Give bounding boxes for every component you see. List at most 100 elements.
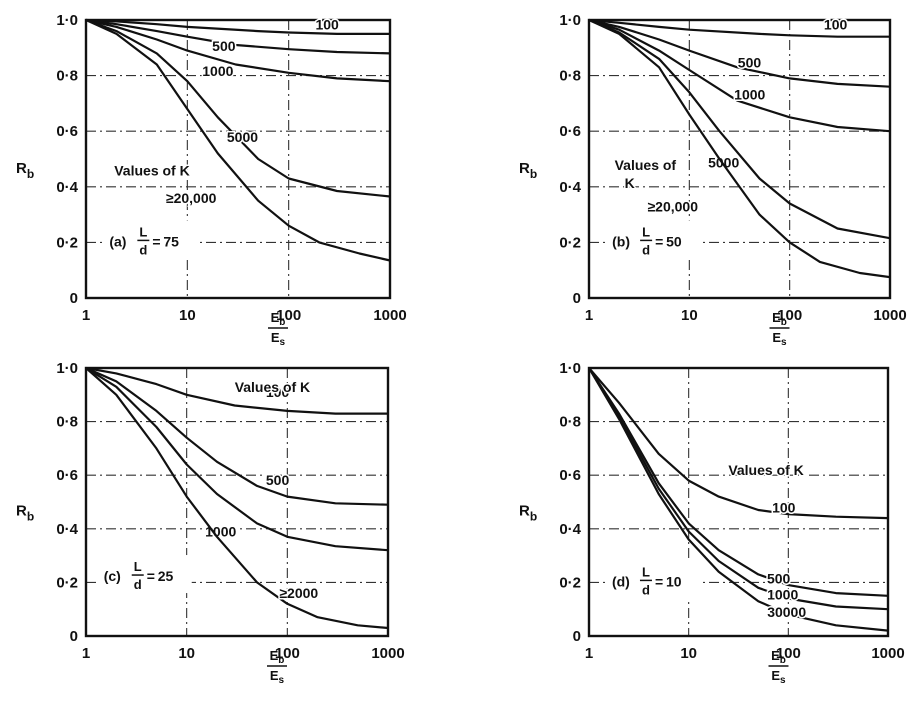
- y-axis-label: Rb: [519, 502, 537, 523]
- curve-label: ≥20,000: [166, 190, 217, 206]
- ratio-value: 10: [666, 573, 682, 589]
- y-tick-label: 0: [70, 290, 78, 307]
- svg-text:Eb: Eb: [771, 648, 786, 666]
- curve-label: 30000: [767, 604, 806, 620]
- y-tick-label: 0: [573, 290, 581, 307]
- curve-label: 1000: [205, 523, 236, 539]
- svg-text:d: d: [139, 242, 147, 257]
- series-line-≥20,000: [85, 18, 391, 262]
- x-axis-label: Eb Es: [267, 648, 287, 686]
- svg-text:L: L: [642, 564, 650, 579]
- curve-label: ≥2000: [279, 585, 318, 601]
- curve-label: 100: [772, 499, 796, 515]
- svg-text:L: L: [642, 224, 650, 239]
- svg-text:=: =: [147, 568, 155, 584]
- y-tick-label: 0·4: [559, 179, 581, 196]
- svg-text:Es: Es: [270, 668, 285, 686]
- curve-label: 500: [738, 54, 762, 70]
- svg-text:d: d: [642, 582, 650, 597]
- curve-label: 500: [767, 570, 791, 586]
- svg-text:(b): (b): [612, 233, 630, 249]
- panel-caption: (c) Ld = 25: [99, 555, 192, 594]
- plot-frame: [587, 366, 890, 638]
- svg-text:(c): (c): [104, 568, 121, 584]
- svg-text:L: L: [134, 559, 142, 574]
- chart-panel-3: 0 0·2 0·4 0·6 0·8 1·0 1 10 100 1000 Rb Eb Es 100 500 10…: [16, 360, 405, 686]
- svg-text:=: =: [655, 573, 663, 589]
- x-tick-label: 10: [179, 307, 196, 324]
- series-line-1000: [588, 367, 889, 611]
- x-tick-label: 1000: [873, 307, 906, 324]
- y-axis-label: Rb: [519, 160, 537, 181]
- svg-text:=: =: [655, 233, 663, 249]
- panel-caption: (d) Ld = 10: [607, 560, 700, 599]
- panel-caption: (b) Ld = 50: [608, 220, 701, 259]
- curve-label: 100: [266, 384, 290, 400]
- x-tick-label: 1: [82, 307, 90, 324]
- y-tick-label: 0·8: [559, 414, 581, 431]
- curve-label: 100: [824, 16, 848, 32]
- series-line-100: [588, 367, 889, 520]
- chart-panel-1: 0 0·2 0·4 0·6 0·8 1·0 1 10 100 1000 Rb Eb Es 100 500 10…: [16, 12, 407, 348]
- y-axis-label: Rb: [16, 160, 34, 181]
- x-tick-label: 1000: [871, 645, 904, 662]
- y-tick-label: 0·2: [56, 574, 78, 591]
- curve-label: 1000: [202, 63, 233, 79]
- svg-text:Es: Es: [772, 330, 787, 348]
- legend-title: Values of K: [114, 163, 189, 179]
- series-line-500: [85, 18, 391, 55]
- svg-text:L: L: [139, 224, 147, 239]
- x-tick-label: 10: [681, 307, 698, 324]
- plot-frame: [587, 18, 892, 300]
- x-tick-label: 1000: [371, 645, 404, 662]
- y-tick-label: 0·6: [56, 123, 78, 140]
- y-tick-label: 1·0: [56, 360, 78, 377]
- series-line-100: [588, 18, 890, 38]
- y-tick-label: 1·0: [56, 12, 78, 29]
- legend-title: Values of K: [235, 379, 310, 395]
- x-tick-label: 10: [178, 645, 195, 662]
- series-line-≥2000: [85, 367, 389, 630]
- x-tick-label: 1: [82, 645, 90, 662]
- svg-text:(a): (a): [109, 233, 126, 249]
- svg-text:Es: Es: [271, 330, 286, 348]
- y-tick-label: 0·2: [559, 574, 581, 591]
- series-line-1000: [85, 18, 391, 83]
- ratio-value: 50: [666, 233, 682, 249]
- legend-title: Values of: [615, 157, 677, 173]
- x-tick-label: 100: [777, 307, 802, 324]
- svg-text:Eb: Eb: [772, 310, 787, 328]
- legend-title-line2: K: [625, 175, 635, 191]
- x-tick-label: 100: [275, 645, 300, 662]
- series-line-500: [588, 18, 891, 88]
- y-tick-label: 0·6: [56, 467, 78, 484]
- ratio-value: 75: [163, 233, 179, 249]
- ratio-value: 25: [158, 568, 174, 584]
- svg-text:=: =: [152, 233, 160, 249]
- plot-frame: [84, 18, 392, 300]
- curve-label: ≥20,000: [647, 198, 698, 214]
- curve-label: 100: [315, 16, 339, 32]
- series-line-100: [85, 18, 390, 35]
- y-tick-label: 0·8: [559, 68, 581, 85]
- x-tick-label: 100: [276, 307, 301, 324]
- panel-caption: (a) Ld = 75: [105, 220, 198, 259]
- x-tick-label: 1: [585, 307, 593, 324]
- curve-label: 500: [266, 472, 290, 488]
- y-tick-label: 0·4: [56, 521, 78, 538]
- series-line-500: [588, 367, 889, 597]
- y-tick-label: 1·0: [559, 360, 581, 377]
- y-tick-label: 0·2: [559, 234, 581, 251]
- svg-text:(d): (d): [612, 573, 630, 589]
- curve-label: 1000: [734, 87, 765, 103]
- series-line-100: [85, 366, 388, 415]
- x-tick-label: 1000: [373, 307, 406, 324]
- series-line-1000: [85, 367, 389, 552]
- x-tick-label: 100: [776, 645, 801, 662]
- svg-text:d: d: [134, 577, 142, 592]
- curve-label: 1000: [767, 586, 798, 602]
- chart-panel-2: 0 0·2 0·4 0·6 0·8 1·0 1 10 100 1000 Rb Eb Es 100 500 10…: [519, 12, 907, 348]
- y-tick-label: 0·8: [56, 414, 78, 431]
- y-tick-label: 0: [70, 628, 78, 645]
